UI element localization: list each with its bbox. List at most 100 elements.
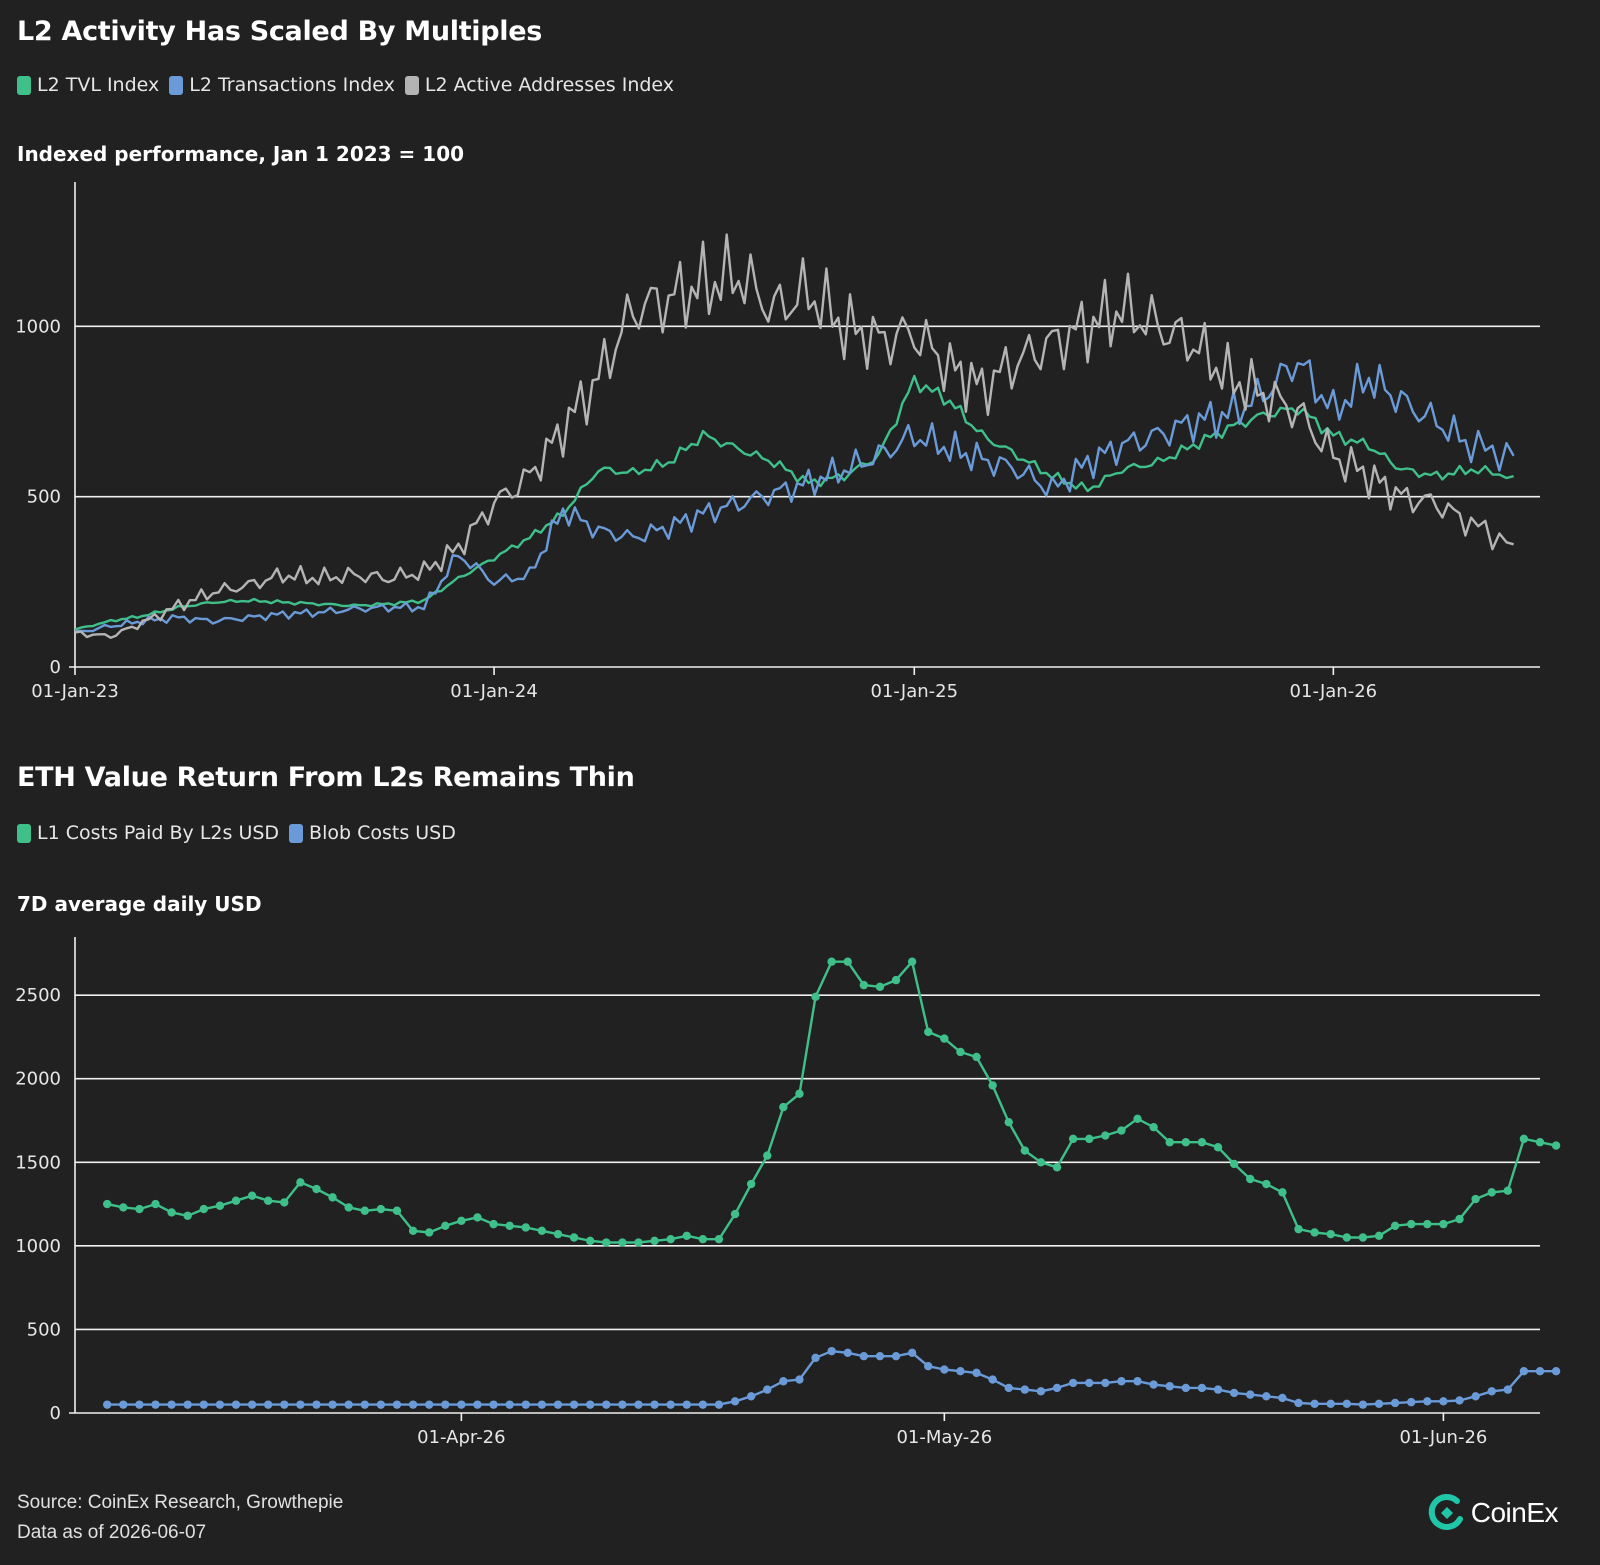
data-point: [1085, 1134, 1094, 1144]
data-point: [602, 1238, 611, 1247]
data-point: [473, 1400, 482, 1409]
data-point: [1455, 1396, 1464, 1405]
data-point: [569, 1400, 579, 1409]
data-point: [1165, 1138, 1174, 1147]
data-point: [183, 1211, 192, 1220]
data-point: [376, 1400, 386, 1409]
data-point: [1374, 1399, 1384, 1409]
data-point: [956, 1047, 965, 1057]
data-point: [505, 1400, 514, 1409]
data-point: [1020, 1146, 1030, 1155]
data-point: [1246, 1390, 1255, 1399]
data-point: [1181, 1138, 1191, 1147]
data-point: [746, 1179, 756, 1189]
data-point: [1407, 1397, 1416, 1407]
data-point: [408, 1400, 418, 1409]
legend-label: L2 Transactions Index: [189, 74, 395, 96]
data-point: [215, 1400, 225, 1409]
y-tick-label: 1500: [15, 1152, 61, 1173]
series-line: [74, 374, 1514, 631]
data-point: [666, 1234, 675, 1244]
data-point: [843, 1348, 852, 1358]
data-point: [199, 1204, 208, 1214]
data-point: [988, 1081, 997, 1090]
data-point: [247, 1400, 257, 1409]
x-tick-label: 01-Jan-26: [1290, 681, 1378, 702]
legend-label: L2 TVL Index: [37, 74, 160, 96]
data-point: [1213, 1385, 1223, 1394]
data-point: [795, 1375, 804, 1384]
x-tick-label: 01-Apr-26: [417, 1427, 505, 1448]
data-point: [1133, 1377, 1142, 1386]
data-point: [247, 1191, 257, 1200]
data-point: [1149, 1380, 1158, 1389]
data-point: [312, 1400, 321, 1409]
data-point: [602, 1400, 611, 1409]
data-point: [1117, 1126, 1126, 1135]
data-point: [1342, 1399, 1352, 1409]
data-point: [650, 1236, 659, 1246]
data-point: [312, 1184, 321, 1194]
data-point: [972, 1052, 981, 1062]
data-point: [1487, 1188, 1496, 1197]
legend-label: L1 Costs Paid By L2s USD: [37, 822, 280, 844]
data-point: [811, 1353, 820, 1363]
data-point: [891, 1351, 901, 1361]
legend-label: L2 Active Addresses Index: [424, 74, 675, 96]
data-point: [1423, 1219, 1432, 1229]
data-point: [1262, 1179, 1271, 1189]
data-point: [714, 1400, 724, 1409]
data-point: [167, 1208, 176, 1217]
data-point: [1407, 1219, 1416, 1229]
data-point: [1036, 1158, 1046, 1167]
coinex-logo-text: CoinEx: [1470, 1497, 1559, 1528]
legend-item-transactions[interactable]: L2 Transactions Index: [169, 74, 395, 96]
data-point: [1535, 1138, 1545, 1147]
legend-item-blob-costs[interactable]: Blob Costs USD: [289, 822, 456, 844]
data-point: [1020, 1385, 1030, 1394]
data-point: [441, 1221, 450, 1230]
data-point: [280, 1198, 289, 1207]
data-point: [199, 1400, 208, 1409]
data-point: [263, 1196, 273, 1205]
data-point: [376, 1204, 386, 1214]
data-point: [1439, 1397, 1448, 1406]
data-point: [1519, 1134, 1529, 1144]
y-tick-label: 1000: [15, 316, 61, 337]
data-point: [489, 1400, 498, 1409]
data-point: [1310, 1228, 1319, 1237]
data-point: [1358, 1400, 1368, 1409]
data-point: [1149, 1122, 1158, 1132]
data-point: [1551, 1141, 1561, 1150]
data-point: [392, 1400, 402, 1409]
data-point: [473, 1213, 482, 1222]
legend-item-tvl[interactable]: L2 TVL Index: [17, 74, 159, 96]
data-point: [988, 1375, 997, 1384]
data-point: [344, 1203, 353, 1212]
coinex-logo: CoinEx: [1427, 1493, 1559, 1533]
data-point: [1487, 1387, 1496, 1396]
data-point: [698, 1234, 708, 1244]
legend-item-l1-costs[interactable]: L1 Costs Paid By L2s USD: [17, 822, 279, 844]
data-point: [1374, 1231, 1384, 1241]
data-point: [1278, 1188, 1287, 1197]
data-point: [135, 1400, 144, 1409]
data-point: [763, 1151, 772, 1160]
chart1-title: L2 Activity Has Scaled By Multiples: [17, 16, 543, 47]
chart1-legend: L2 TVL Index L2 Transactions Index L2 Ac…: [17, 74, 684, 96]
legend-item-active-addresses[interactable]: L2 Active Addresses Index: [404, 74, 675, 96]
data-point: [1213, 1143, 1223, 1152]
data-point: [940, 1034, 949, 1043]
x-tick-label: 01-Jun-26: [1399, 1427, 1487, 1448]
data-point: [1181, 1383, 1191, 1393]
data-point: [682, 1231, 691, 1241]
data-point: [1503, 1186, 1513, 1195]
data-point: [215, 1201, 225, 1210]
y-tick-label: 0: [50, 1403, 61, 1424]
chart2-subtitle: 7D average daily USD: [17, 892, 262, 916]
data-point: [1229, 1159, 1239, 1169]
data-point: [859, 1351, 869, 1361]
data-point: [231, 1400, 241, 1409]
y-tick-label: 500: [27, 1319, 61, 1340]
data-point: [1197, 1383, 1207, 1393]
